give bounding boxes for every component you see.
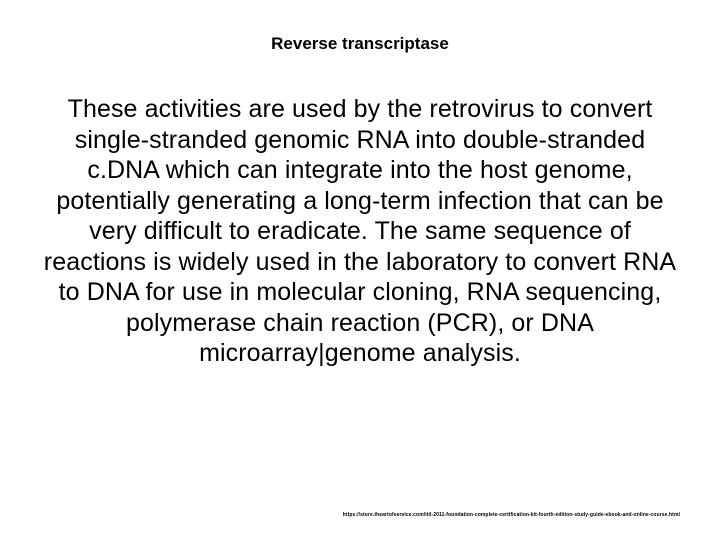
footer-source-url: https://store.theartofservice.com/itil-2… bbox=[0, 512, 680, 518]
slide-body-text: These activities are used by the retrovi… bbox=[40, 94, 680, 369]
slide-container: Reverse transcriptase These activities a… bbox=[0, 0, 720, 540]
slide-title: Reverse transcriptase bbox=[40, 34, 680, 54]
